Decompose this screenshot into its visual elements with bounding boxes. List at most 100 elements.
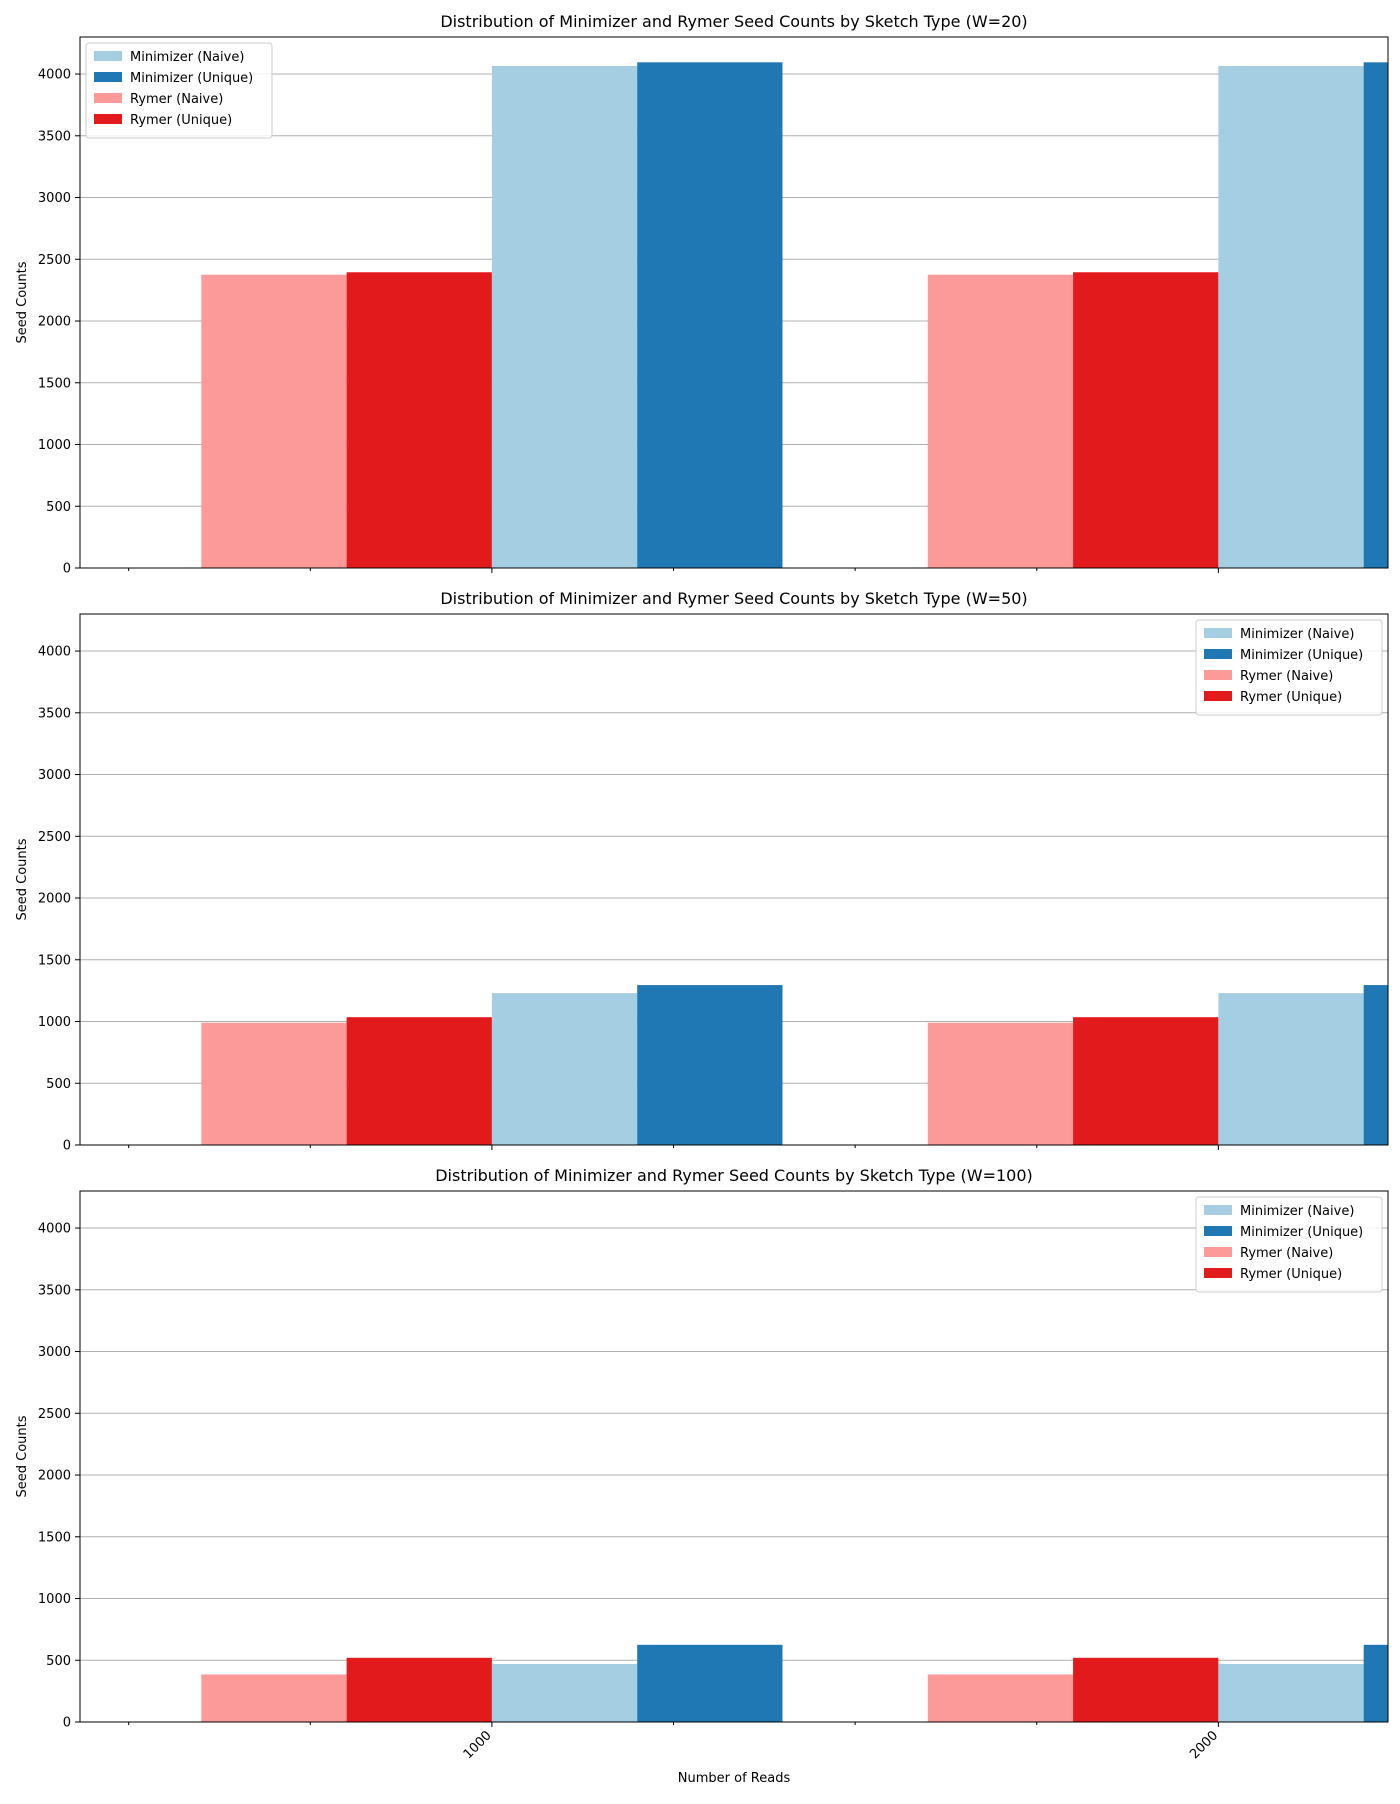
bar-rymer-naive	[201, 274, 347, 568]
legend-swatch	[1204, 1247, 1232, 1257]
chart-panel-1: 0 500 1000 1500 2000 2500 3000 3500 4000 Distribu…	[15, 12, 1389, 577]
y-tick-label: 3500	[38, 129, 71, 144]
legend-label: Minimizer (Unique)	[1240, 1225, 1363, 1240]
legend: Minimizer (Naive) Minimizer (Unique) Rymer…	[85, 42, 273, 139]
legend-label: Rymer (Unique)	[1240, 1267, 1342, 1282]
y-tick-label: 3500	[38, 1283, 71, 1298]
y-axis-label: Seed Counts	[15, 838, 30, 920]
y-tick-label: 2500	[38, 830, 71, 845]
bar-rymer-unique	[1073, 1657, 1219, 1722]
y-tick-label: 2000	[38, 892, 71, 907]
legend-frame	[1195, 1196, 1383, 1293]
bar-minimizer-unique	[637, 1644, 783, 1722]
bar-minimizer-naive	[1218, 66, 1364, 568]
y-tick-label: 3000	[38, 768, 71, 783]
bar-rymer-naive	[201, 1674, 347, 1722]
chart-title: Distribution of Minimizer and Rymer Seed…	[435, 1166, 1033, 1185]
legend-swatch	[94, 114, 122, 124]
x-tick-label: 1000	[461, 1728, 495, 1762]
legend-swatch	[1204, 691, 1232, 701]
y-tick-label: 500	[46, 1654, 71, 1669]
bar-minimizer-unique	[1363, 985, 1388, 1145]
chart-panel-3: 0 500 1000 1500 2000 2500 3000 3500 4000 Distribu…	[15, 1166, 1389, 1786]
x-axis-label: Number of Reads	[678, 1771, 791, 1786]
y-tick-label: 500	[46, 500, 71, 515]
y-tick-label: 2000	[38, 1469, 71, 1484]
y-tick-label: 4000	[38, 68, 71, 83]
legend-frame	[1195, 619, 1383, 716]
axes-frame	[79, 613, 1389, 1146]
y-tick-label: 3000	[38, 1345, 71, 1360]
bars	[201, 1644, 1388, 1722]
bar-rymer-naive	[927, 1022, 1074, 1145]
legend-label: Minimizer (Unique)	[1240, 648, 1363, 663]
bar-minimizer-naive	[491, 1663, 638, 1722]
y-tick-label: 1000	[38, 438, 71, 453]
y-tick-label: 1500	[38, 376, 71, 391]
bar-minimizer-unique	[637, 62, 783, 568]
legend: Minimizer (Naive) Minimizer (Unique) Rymer…	[1195, 619, 1383, 716]
chart-title: Distribution of Minimizer and Rymer Seed…	[440, 589, 1027, 608]
legend-label: Rymer (Naive)	[130, 92, 223, 107]
legend-swatch	[1204, 628, 1232, 638]
y-tick-label: 0	[63, 1139, 71, 1154]
y-tick-label: 2500	[38, 253, 71, 268]
bar-minimizer-unique	[637, 985, 783, 1145]
y-tick-label: 2500	[38, 1407, 71, 1422]
y-tick-label: 1500	[38, 953, 71, 968]
bar-minimizer-unique	[1363, 62, 1388, 568]
chart-title: Distribution of Minimizer and Rymer Seed…	[440, 12, 1027, 31]
bar-rymer-naive	[201, 1022, 347, 1145]
bar-rymer-unique	[346, 1657, 492, 1722]
legend-label: Rymer (Unique)	[1240, 690, 1342, 705]
y-tick-label: 500	[46, 1077, 71, 1092]
legend-swatch	[1204, 649, 1232, 659]
bar-rymer-naive	[927, 274, 1074, 568]
legend-label: Minimizer (Naive)	[130, 50, 244, 65]
y-tick-label: 3500	[38, 706, 71, 721]
legend-label: Rymer (Unique)	[130, 113, 232, 128]
chart-panel-2: 0 500 1000 1500 2000 2500 3000 3500 4000 Distribu…	[15, 589, 1389, 1154]
legend-swatch	[94, 51, 122, 61]
legend-label: Minimizer (Unique)	[130, 71, 253, 86]
y-axis-label: Seed Counts	[15, 261, 30, 343]
y-tick-label: 1500	[38, 1530, 71, 1545]
legend-swatch	[94, 93, 122, 103]
y-tick-label: 0	[63, 1716, 71, 1731]
y-tick-label: 1000	[38, 1592, 71, 1607]
bar-minimizer-naive	[491, 993, 638, 1145]
y-tick-label: 1000	[38, 1015, 71, 1030]
y-axis-label: Seed Counts	[15, 1415, 30, 1497]
legend-label: Rymer (Naive)	[1240, 1246, 1333, 1261]
bar-minimizer-naive	[491, 66, 638, 568]
legend-swatch	[94, 72, 122, 82]
legend-label: Minimizer (Naive)	[1240, 1204, 1354, 1219]
bar-rymer-unique	[1073, 272, 1219, 568]
legend-label: Minimizer (Naive)	[1240, 627, 1354, 642]
y-tick-label: 3000	[38, 191, 71, 206]
legend-frame	[85, 42, 273, 139]
bar-minimizer-unique	[1363, 1644, 1388, 1722]
bar-rymer-unique	[346, 1017, 492, 1145]
bar-minimizer-naive	[1218, 1663, 1364, 1722]
legend-swatch	[1204, 1226, 1232, 1236]
x-tick-label: 2000	[1187, 1728, 1221, 1762]
bar-rymer-naive	[927, 1674, 1074, 1722]
y-tick-label: 4000	[38, 645, 71, 660]
legend-swatch	[1204, 1205, 1232, 1215]
axes-frame	[79, 1190, 1389, 1723]
legend-swatch	[1204, 1268, 1232, 1278]
bar-rymer-unique	[346, 272, 492, 568]
bar-minimizer-naive	[1218, 993, 1364, 1145]
legend-swatch	[1204, 670, 1232, 680]
y-tick-label: 4000	[38, 1222, 71, 1237]
y-tick-label: 2000	[38, 315, 71, 330]
legend-label: Rymer (Naive)	[1240, 669, 1333, 684]
axes-frame	[79, 36, 1389, 569]
legend: Minimizer (Naive) Minimizer (Unique) Rymer…	[1195, 1196, 1383, 1293]
bar-rymer-unique	[1073, 1017, 1219, 1145]
bars	[201, 985, 1388, 1145]
y-tick-label: 0	[63, 562, 71, 577]
